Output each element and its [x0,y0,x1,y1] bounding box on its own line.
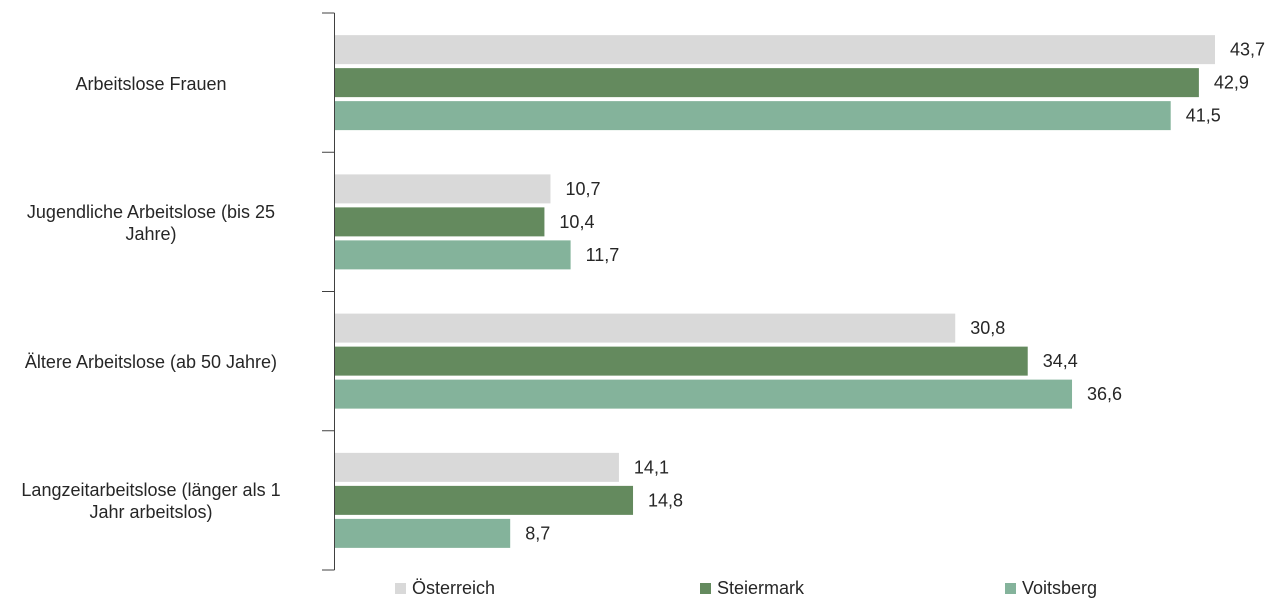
legend-label: Steiermark [717,577,805,598]
category-axis [322,12,335,571]
bar [335,346,1028,376]
bar [335,174,551,204]
bar [335,379,1073,409]
bar [335,313,956,343]
bars [335,35,1215,548]
data-label: 34,4 [1043,351,1078,371]
category-label-line: Jahr arbeitslos) [89,502,213,523]
data-label: 14,1 [634,457,669,477]
category-label: Ältere Arbeitslose (ab 50 Jahre) [0,351,316,373]
legend-item-voitsberg: Voitsberg [1005,576,1097,600]
category-label-line: Langzeitarbeitslose (länger als 1 [21,480,281,501]
data-label: 30,8 [970,318,1005,338]
category-label-line: Jahre) [125,223,177,244]
legend-item-osterreich: Österreich [395,576,495,600]
category-label: Jugendliche Arbeitslose (bis 25 Jahre) [0,201,316,245]
category-label: Langzeitarbeitslose (länger als 1 Jahr ar… [0,479,316,523]
bar [335,35,1215,65]
data-label: 41,5 [1186,106,1221,126]
bar [335,207,545,237]
legend-swatch [395,582,406,594]
legend-label: Voitsberg [1022,577,1098,598]
data-label: 14,8 [648,490,683,510]
bar [335,485,634,515]
data-label: 8,7 [525,523,550,543]
bar [335,240,571,270]
category-label: Arbeitslose Frauen [0,73,316,95]
data-label: 10,4 [559,212,594,232]
category-label-line: Jugendliche Arbeitslose (bis 25 [26,201,276,222]
data-label: 43,7 [1230,40,1265,60]
data-label: 11,7 [586,245,620,265]
category-label-line: Arbeitslose Frauen [75,73,227,94]
bar [335,452,619,482]
data-label: 10,7 [565,179,600,199]
legend-item-steiermark: Steiermark [700,576,804,600]
value-labels: 43,7 42,9 41,5 10,7 10,4 11,7 30,8 34,4 36,6 14,1… [525,40,1265,544]
legend-label: Österreich [412,577,496,598]
data-label: 36,6 [1087,384,1122,404]
legend-swatch [700,582,711,594]
legend-swatch [1005,582,1016,594]
bar [335,101,1171,131]
data-label: 42,9 [1214,73,1249,93]
bar [335,518,511,548]
category-label-line: Ältere Arbeitslose (ab 50 Jahre) [24,352,278,373]
bar [335,68,1199,98]
